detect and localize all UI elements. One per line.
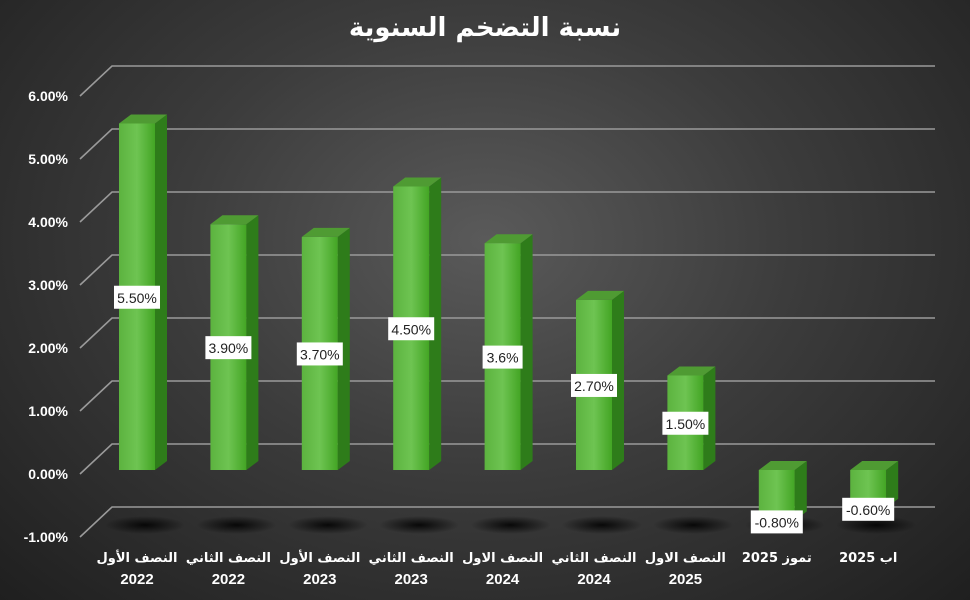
data-label-box <box>571 373 617 397</box>
x-category-label: النصف الأول <box>279 549 360 566</box>
bar-top <box>576 290 624 300</box>
bar-side <box>703 366 716 470</box>
x-category-year: 2024 <box>486 571 520 588</box>
data-label-box <box>662 411 709 435</box>
gridline <box>79 65 935 97</box>
bar-side <box>520 234 533 470</box>
y-tick-label: 4.00% <box>28 214 68 230</box>
bar-side <box>337 227 350 470</box>
x-category-year: 2023 <box>303 571 336 588</box>
data-label: 3.90% <box>209 340 249 356</box>
x-category-label: النصف الأول <box>97 549 178 566</box>
gridline <box>79 443 935 475</box>
x-category-label: النصف الثاني <box>551 551 636 566</box>
bar-side <box>246 215 259 470</box>
x-category-label: النصف الثاني <box>186 551 271 566</box>
bar-top <box>119 114 167 124</box>
y-tick-label: 5.00% <box>28 151 68 167</box>
x-category-year: 2022 <box>120 571 153 588</box>
bar-side <box>886 461 899 508</box>
data-labels: 5.50% 3.90% 3.70% 4.50% 3.6% 2.70% 1.50% -0.80%… <box>114 285 895 534</box>
gridlines <box>79 65 935 538</box>
bar-shadow <box>379 516 460 534</box>
gridline <box>79 317 935 349</box>
x-category-label: النصف الثاني <box>369 551 454 566</box>
bar-shadow <box>653 516 734 534</box>
bar-shadow <box>196 516 277 534</box>
x-category-year: 2023 <box>395 571 428 588</box>
bar-shadow <box>470 516 551 534</box>
bar-top <box>667 366 716 376</box>
data-label: 1.50% <box>666 416 706 432</box>
data-label-box <box>388 317 435 341</box>
data-label-box <box>842 497 895 521</box>
x-category-label: النصف الاول <box>645 551 726 566</box>
bar-top <box>393 177 442 187</box>
gridline <box>79 254 935 286</box>
y-tick-label: 0.00% <box>28 466 68 482</box>
bar-shadow <box>105 516 185 534</box>
y-axis-ticks: -1.00% 0.00% 1.00% 2.00% 3.00% 4.00% 5.00% 6.00… <box>24 88 69 545</box>
data-label: 5.50% <box>117 290 157 306</box>
y-tick-label: -1.00% <box>24 529 69 545</box>
chart-title: نسبة التضخم السنوية <box>349 13 621 43</box>
y-tick-label: 6.00% <box>28 88 68 104</box>
x-category-label: تموز 2025 <box>742 551 812 566</box>
gridline <box>79 506 935 538</box>
bar-top <box>484 234 533 244</box>
x-axis-categories: النصف الأول 2022 النصف الثاني 2022 النصف الأ… <box>97 549 898 588</box>
bar-top <box>210 215 259 225</box>
data-label: 2.70% <box>574 378 614 394</box>
bar-side <box>612 290 624 470</box>
data-label-box <box>114 285 160 309</box>
y-tick-label: 2.00% <box>28 340 68 356</box>
x-category-year: 2025 <box>669 571 702 588</box>
gridline <box>79 128 935 160</box>
bar-side <box>429 177 442 470</box>
y-tick-label: 1.00% <box>28 403 68 419</box>
x-category-label: اب 2025 <box>839 551 897 566</box>
bar-side <box>794 461 807 521</box>
bar-top <box>301 227 350 237</box>
data-label-box <box>296 342 343 366</box>
x-category-year: 2022 <box>212 571 245 588</box>
data-label-box <box>205 336 252 360</box>
gridline <box>79 191 935 223</box>
x-category-year: 2024 <box>577 571 611 588</box>
y-tick-label: 3.00% <box>28 277 68 293</box>
data-label: 4.50% <box>391 321 431 337</box>
x-category-label: النصف الاول <box>462 551 543 566</box>
data-label-box <box>750 510 803 534</box>
bar-top <box>758 461 807 470</box>
data-label: 3.6% <box>487 350 519 366</box>
data-label: 3.70% <box>300 346 340 362</box>
bar-shadow <box>562 516 642 534</box>
data-label: -0.60% <box>846 502 890 518</box>
bar-shadow <box>287 516 368 534</box>
data-label-box <box>482 345 523 369</box>
bar-side <box>155 114 167 470</box>
gridline <box>79 380 935 412</box>
data-label: -0.80% <box>755 514 799 530</box>
bar-top <box>850 461 899 470</box>
